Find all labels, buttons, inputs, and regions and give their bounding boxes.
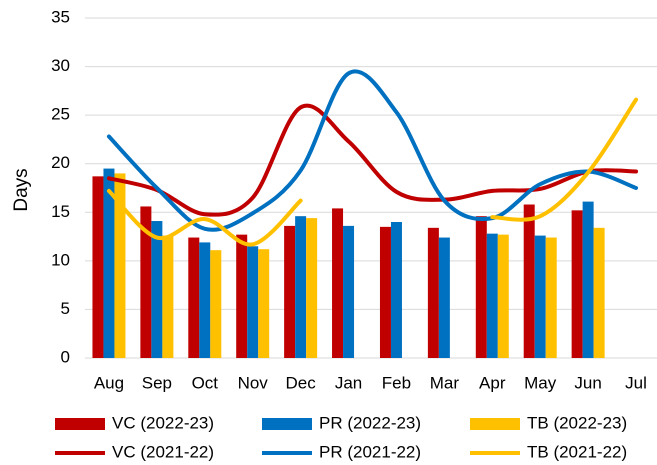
- bar: [236, 234, 248, 358]
- x-tick-label: Nov: [238, 373, 269, 392]
- x-tick-label: Mar: [430, 373, 460, 392]
- x-tick-label: Oct: [192, 373, 219, 392]
- bar: [497, 234, 509, 358]
- y-tick-label: 30: [51, 56, 70, 75]
- bar: [140, 206, 152, 358]
- x-tick-label: Dec: [286, 373, 317, 392]
- bar: [438, 237, 450, 358]
- bar: [523, 204, 535, 358]
- bar: [486, 233, 498, 358]
- y-tick-label: 20: [51, 153, 70, 172]
- bar: [534, 235, 546, 358]
- bar: [427, 227, 439, 358]
- bar: [571, 210, 583, 358]
- bar: [343, 225, 355, 358]
- x-tick-label: Jul: [625, 373, 647, 392]
- bar: [582, 201, 594, 358]
- bar: [390, 222, 402, 358]
- x-tick-label: May: [524, 373, 557, 392]
- bar: [162, 235, 174, 358]
- bar: [247, 246, 259, 358]
- legend-label: TB (2022-23): [527, 413, 627, 432]
- legend-swatch: [55, 418, 105, 430]
- y-tick-label: 5: [61, 299, 70, 318]
- x-tick-label: Aug: [94, 373, 124, 392]
- line-series: [106, 103, 639, 217]
- bar: [151, 221, 163, 358]
- legend-label: TB (2021-22): [527, 442, 627, 461]
- legend-swatch: [470, 418, 520, 430]
- bar: [475, 216, 487, 358]
- line-series: [106, 188, 303, 247]
- bar: [188, 237, 200, 358]
- y-tick-label: 15: [51, 202, 70, 221]
- legend-label: VC (2022-23): [112, 413, 214, 432]
- bar: [284, 225, 296, 358]
- bar: [103, 168, 115, 358]
- x-tick-label: Feb: [382, 373, 411, 392]
- bar: [306, 218, 318, 358]
- y-tick-label: 10: [51, 250, 70, 269]
- x-tick-label: Sep: [142, 373, 172, 392]
- bar: [593, 227, 605, 358]
- bar: [545, 237, 557, 358]
- bar: [210, 250, 222, 358]
- y-tick-label: 25: [51, 105, 70, 124]
- line-series: [490, 97, 639, 222]
- legend-swatch: [262, 418, 312, 430]
- legend-label: PR (2021-22): [319, 442, 421, 461]
- y-axis-label: Days: [11, 168, 32, 211]
- bar: [258, 249, 270, 358]
- bar: [92, 176, 104, 358]
- bar: [114, 173, 126, 358]
- legend-label: VC (2021-22): [112, 442, 214, 461]
- x-tick-label: Apr: [479, 373, 506, 392]
- line-series: [106, 69, 639, 232]
- bar: [199, 242, 211, 358]
- y-tick-label: 35: [51, 7, 70, 26]
- x-tick-label: Jun: [574, 373, 601, 392]
- bar: [379, 226, 391, 358]
- y-tick-label: 0: [61, 347, 70, 366]
- legend-label: PR (2022-23): [319, 413, 421, 432]
- x-tick-label: Jan: [335, 373, 362, 392]
- bar: [295, 216, 307, 358]
- bar: [332, 208, 344, 358]
